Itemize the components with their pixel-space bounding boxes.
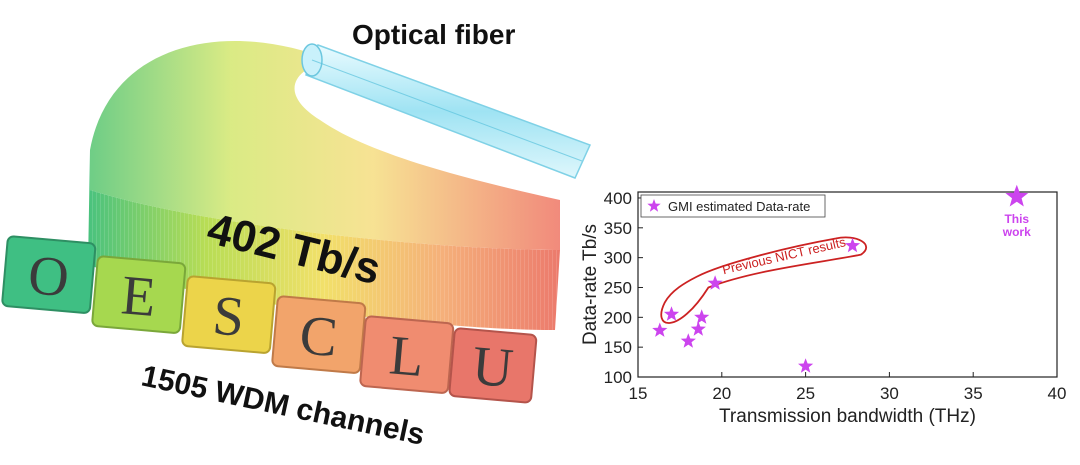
y-tick-label: 100 — [604, 368, 632, 387]
wdm-illustration: Optical fiber 402 Tb/s 1505 WDM channels… — [1, 19, 592, 452]
this-work-label-line2: work — [1002, 225, 1031, 239]
data-point — [663, 306, 680, 321]
optical-fiber-icon — [301, 43, 592, 179]
data-point — [694, 309, 710, 324]
x-tick-label: 25 — [796, 384, 815, 403]
data-point — [690, 321, 706, 336]
y-tick-label: 400 — [604, 189, 632, 208]
data-rate-chart: 15 20 25 30 35 40 100 150 200 250 300 350 400 Transmi… — [580, 184, 1067, 427]
band-letter-o: O — [26, 244, 72, 309]
x-tick-label: 15 — [629, 384, 648, 403]
band-letter-c: C — [297, 304, 340, 369]
band-tile-o: O — [1, 235, 97, 314]
band-letter-u: U — [470, 335, 516, 400]
y-tick-label: 300 — [604, 249, 632, 268]
legend-box — [640, 194, 826, 218]
y-tick-label: 150 — [604, 338, 632, 357]
band-letter-e: E — [119, 264, 158, 329]
band-tile-c: C — [271, 295, 367, 374]
band-tile-l: L — [359, 315, 455, 394]
y-axis-label: Data-rate Tb/s — [580, 224, 601, 345]
y-tick-label: 350 — [604, 219, 632, 238]
x-tick-label: 35 — [964, 384, 983, 403]
band-tile-u: U — [448, 327, 538, 404]
previous-results-outline — [660, 236, 868, 324]
band-letter-l: L — [387, 324, 426, 389]
band-tile-e: E — [91, 255, 187, 334]
data-point — [844, 237, 861, 253]
data-point — [652, 322, 668, 337]
this-work-label-line1: This — [1004, 212, 1029, 226]
band-tiles: O E S C L U — [1, 235, 538, 404]
band-tile-s: S — [181, 275, 277, 354]
y-tick-label: 250 — [604, 278, 632, 297]
band-letter-s: S — [210, 284, 246, 348]
y-tick-label: 200 — [604, 308, 632, 327]
legend-marker — [647, 199, 661, 212]
data-point — [798, 358, 814, 373]
x-tick-label: 30 — [880, 384, 899, 403]
x-tick-label: 20 — [712, 384, 731, 403]
annotation-label: Previous NICT results — [721, 234, 848, 277]
data-point — [707, 275, 723, 290]
x-tick-label: 40 — [1048, 384, 1067, 403]
x-axis-label: Transmission bandwidth (THz) — [719, 406, 976, 427]
legend-label: GMI estimated Data-rate — [668, 199, 810, 214]
fiber-label: Optical fiber — [352, 19, 515, 50]
chart-plot: 15 20 25 30 35 40 100 150 200 250 300 350 400 Transmi… — [580, 184, 1067, 427]
data-point — [680, 333, 696, 348]
plot-frame — [637, 191, 1058, 378]
this-work-point — [1005, 184, 1029, 207]
